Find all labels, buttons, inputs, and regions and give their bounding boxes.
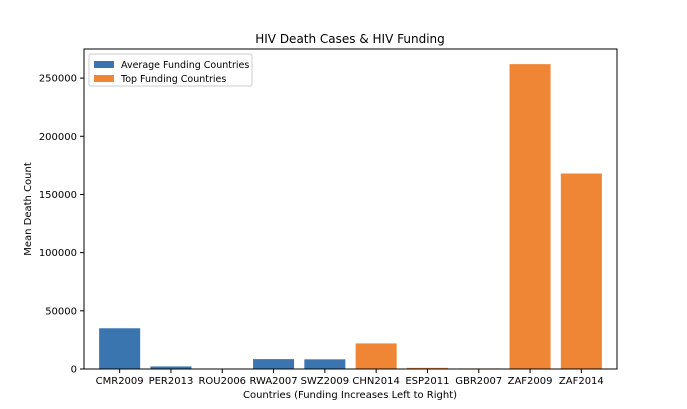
bars — [99, 64, 602, 369]
y-tick-label: 50000 — [45, 306, 77, 317]
chart-title: HIV Death Cases & HIV Funding — [255, 32, 445, 46]
x-tick-label: ZAF2014 — [559, 376, 604, 387]
x-tick-label: GBR2007 — [455, 376, 502, 387]
y-tick-label: 100000 — [39, 248, 77, 259]
bar-chn2014 — [356, 343, 397, 369]
x-tick-label: CHN2014 — [352, 376, 399, 387]
legend-swatch — [94, 61, 114, 68]
legend-label: Average Funding Countries — [121, 60, 249, 71]
bar-zaf2009 — [510, 64, 551, 369]
y-axis-label: Mean Death Count — [23, 162, 34, 256]
x-axis-label: Countries (Funding Increases Left to Rig… — [243, 390, 457, 401]
x-tick-label: SWZ2009 — [301, 376, 350, 387]
y-tick-label: 150000 — [39, 190, 77, 201]
y-tick-label: 250000 — [39, 74, 77, 85]
bar-zaf2014 — [561, 174, 602, 369]
x-tick-label: ZAF2009 — [508, 376, 553, 387]
y-axis: 0 50000 100000 150000 200000 250000 — [39, 74, 84, 376]
x-tick-label: ESP2011 — [405, 376, 449, 387]
bar-swz2009 — [304, 359, 345, 369]
y-tick-label: 200000 — [39, 132, 77, 143]
bar-cmr2009 — [99, 328, 140, 369]
bar-rwa2007 — [253, 359, 294, 369]
x-tick-label: CMR2009 — [96, 376, 144, 387]
x-tick-label: RWA2007 — [249, 376, 297, 387]
y-tick-label: 0 — [71, 365, 77, 376]
legend-label: Top Funding Countries — [120, 74, 226, 85]
legend-swatch — [94, 75, 114, 82]
x-tick-label: ROU2006 — [198, 376, 246, 387]
x-tick-label: PER2013 — [149, 376, 194, 387]
legend: Average Funding Countries Top Funding Cou… — [89, 54, 252, 86]
